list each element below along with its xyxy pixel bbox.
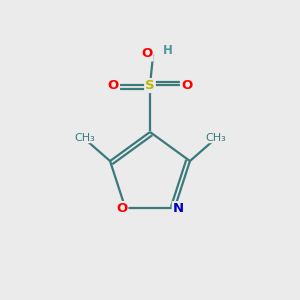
Text: CH₃: CH₃ bbox=[205, 133, 226, 142]
Text: O: O bbox=[141, 47, 153, 61]
Text: H: H bbox=[163, 44, 173, 57]
Text: O: O bbox=[181, 79, 192, 92]
Text: CH₃: CH₃ bbox=[74, 133, 95, 142]
Text: N: N bbox=[173, 202, 184, 215]
Text: S: S bbox=[145, 79, 155, 92]
Text: O: O bbox=[108, 79, 119, 92]
Text: O: O bbox=[116, 202, 127, 215]
